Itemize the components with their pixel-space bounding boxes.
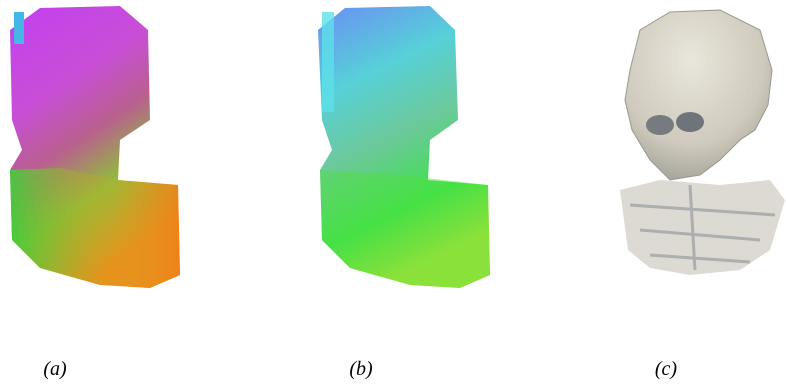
panel-caption: (c) xyxy=(655,358,678,380)
panel-caption: (a) xyxy=(43,358,67,380)
panel-a-image xyxy=(10,6,180,288)
panel-b-image xyxy=(318,6,490,288)
panel-c-image xyxy=(620,10,785,275)
panel-caption: (b) xyxy=(349,358,373,380)
figure: (a) (b) (c) xyxy=(0,0,786,384)
